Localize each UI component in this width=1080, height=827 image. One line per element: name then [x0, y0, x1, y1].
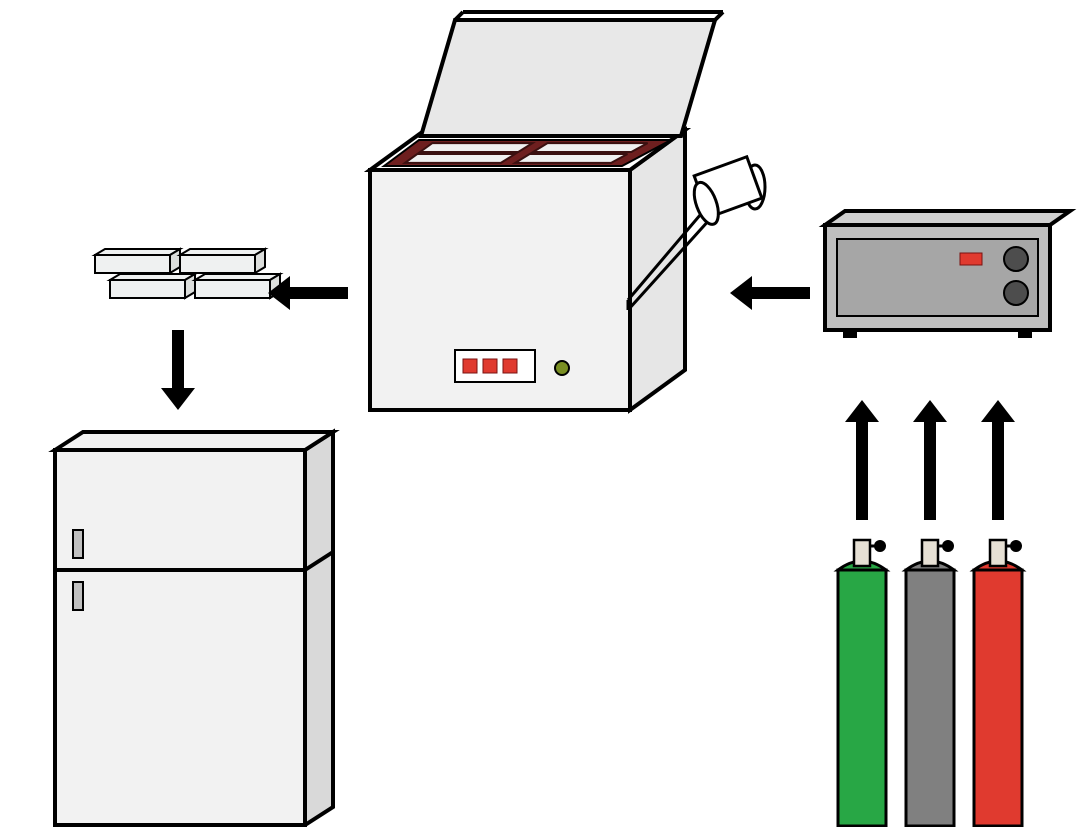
arrow-cyl3-to-mixer: [981, 400, 1015, 520]
gas-cylinder: [906, 540, 954, 826]
cylinder-valve: [854, 540, 870, 566]
sample-packets: [95, 249, 280, 298]
sample-packet: [180, 249, 265, 273]
cylinder-knob: [942, 540, 954, 552]
sample-packet: [95, 249, 180, 273]
mixer-knob: [1004, 247, 1028, 271]
packager-lid: [421, 12, 723, 136]
cylinder-knob: [874, 540, 886, 552]
packager-button: [483, 359, 497, 373]
arrow-cyl2-to-mixer: [913, 400, 947, 520]
fridge-handle-bottom: [73, 582, 83, 610]
mixer-led: [960, 253, 982, 265]
cylinder-valve: [990, 540, 1006, 566]
arrow-cyl1-to-mixer: [845, 400, 879, 520]
packager-button: [463, 359, 477, 373]
arrow-samples-to-fridge: [161, 330, 195, 410]
gas-cylinders: [838, 540, 1022, 826]
cylinder-valve: [922, 540, 938, 566]
cylinder-knob: [1010, 540, 1022, 552]
packaging-machine: [370, 12, 765, 410]
fridge: [55, 432, 333, 825]
gas-cylinder: [838, 540, 886, 826]
mixer-knob: [1004, 281, 1028, 305]
gas-cylinder: [974, 540, 1022, 826]
gas-mixer: [825, 211, 1070, 338]
packager-led: [555, 361, 569, 375]
packager-button: [503, 359, 517, 373]
sample-packet: [195, 274, 280, 298]
arrow-mixer-to-packager: [730, 276, 810, 310]
fridge-handle-top: [73, 530, 83, 558]
sample-packet: [110, 274, 195, 298]
